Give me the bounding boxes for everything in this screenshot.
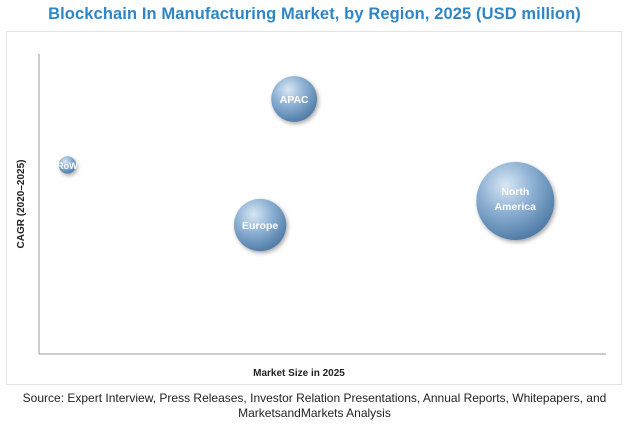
bubble-label-north-america: North America bbox=[495, 186, 537, 213]
bubbles-layer: APAC RoW North America Europe bbox=[57, 76, 555, 252]
bubble-apac bbox=[271, 76, 318, 122]
chart-frame bbox=[6, 31, 622, 385]
chart-title: Blockchain In Manufacturing Market, by R… bbox=[48, 5, 581, 23]
bubble-row bbox=[58, 156, 77, 174]
y-axis-label: CAGR (2020–2025) bbox=[16, 160, 27, 249]
bubble-europe bbox=[233, 198, 287, 252]
bubble-label-apac: APAC bbox=[280, 94, 309, 106]
source-note: Source: Expert Interview, Press Releases… bbox=[22, 391, 607, 420]
x-axis-label: Market Size in 2025 bbox=[253, 368, 345, 379]
bubble-label-europe: Europe bbox=[242, 220, 278, 232]
bubble-label-row: RoW bbox=[57, 161, 78, 171]
bubble-north-america bbox=[476, 162, 555, 240]
